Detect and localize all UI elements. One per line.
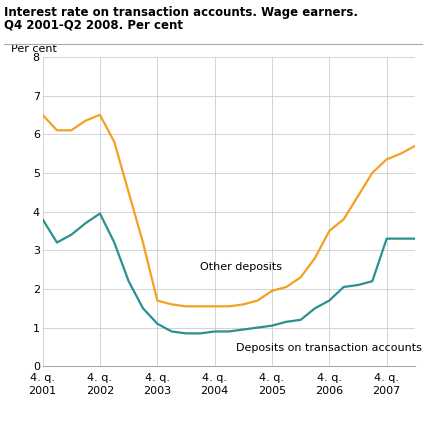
Text: Deposits on transaction accounts: Deposits on transaction accounts <box>236 343 422 353</box>
Text: Other deposits: Other deposits <box>200 261 282 272</box>
Text: Per cent: Per cent <box>11 44 57 54</box>
Text: Q4 2001-Q2 2008. Per cent: Q4 2001-Q2 2008. Per cent <box>4 19 183 32</box>
Text: Interest rate on transaction accounts. Wage earners.: Interest rate on transaction accounts. W… <box>4 6 358 19</box>
